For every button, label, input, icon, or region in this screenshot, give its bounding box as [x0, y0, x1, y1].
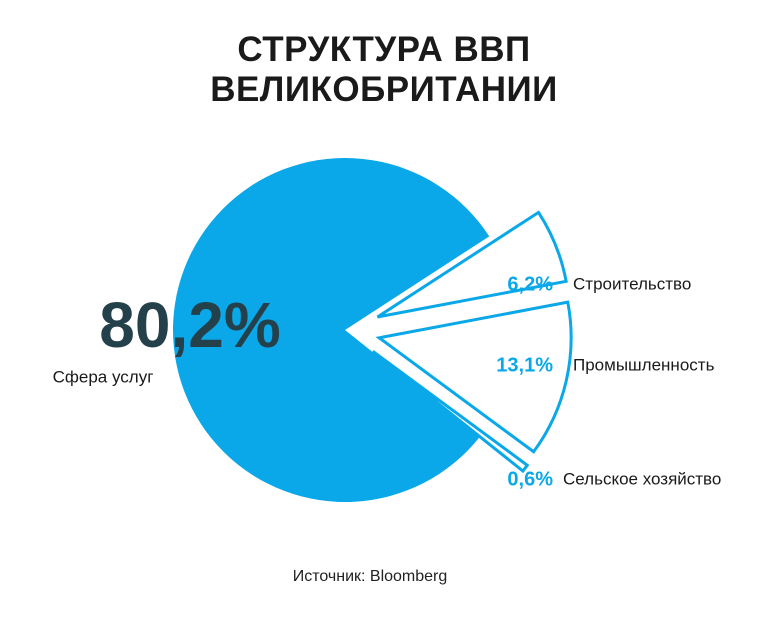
- pie-slice: [371, 350, 530, 474]
- pie-slice: [173, 157, 490, 502]
- source: Источник: Bloomberg: [293, 568, 448, 585]
- value-label: 13,1%: [496, 354, 553, 376]
- value-label: 80,2%: [99, 289, 280, 361]
- category-label: Сфера услуг: [53, 367, 154, 386]
- category-label: Строительство: [573, 274, 691, 293]
- pie-slice: [376, 210, 568, 319]
- value-label: 6,2%: [507, 273, 553, 295]
- category-label: Сельское хозяйство: [563, 469, 721, 488]
- category-label: Промышленность: [573, 355, 715, 374]
- pie-slice: [375, 300, 573, 454]
- value-label: 0,6%: [507, 468, 553, 490]
- chart-title: СТРУКТУРА ВВП ВЕЛИКОБРИТАНИИ: [210, 30, 558, 109]
